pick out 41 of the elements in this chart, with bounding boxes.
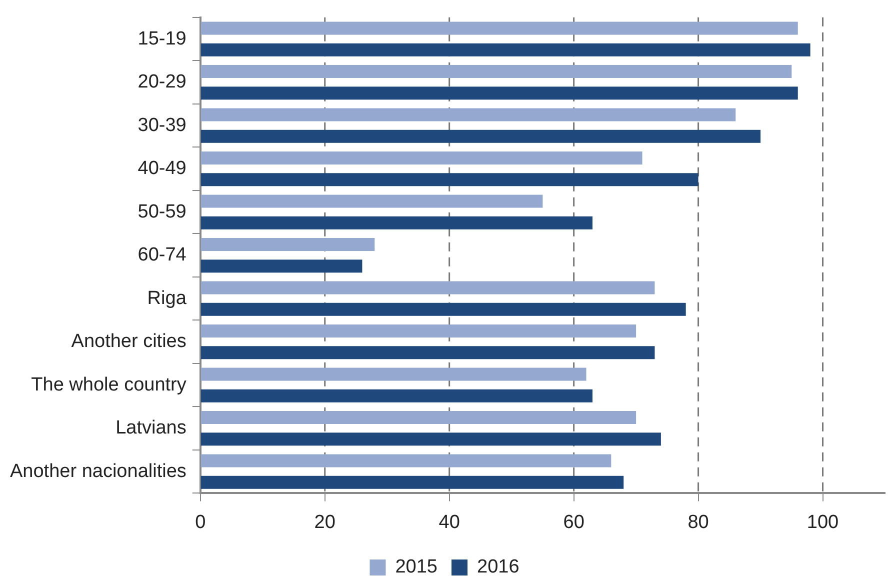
bar [200,194,543,208]
bar [200,368,586,381]
legend-label: 2015 [395,556,438,578]
bar [200,173,698,186]
x-tick-label: 60 [563,512,584,533]
y-tick-label: Another cities [71,331,186,352]
bar [200,389,592,402]
legend-label: 2016 [477,556,520,578]
y-tick-label: The whole country [31,374,187,396]
y-tick-label: 60-74 [138,244,187,266]
bar [200,108,736,122]
bar [200,238,375,251]
bar [200,64,792,78]
bar [200,281,655,294]
y-tick-label: 15-19 [138,28,186,50]
x-tick-label: 20 [314,512,336,533]
bar [200,43,810,56]
x-tick-label: 100 [806,512,839,533]
x-tick-label: 80 [688,512,709,533]
bar [200,151,642,164]
bar [200,346,655,360]
y-tick-label: Latvians [116,418,186,439]
y-tick-label: 50-59 [138,201,186,222]
bar [200,324,636,338]
bar [200,411,636,424]
bar [200,216,592,230]
bar [200,432,661,446]
bar [200,22,798,35]
y-tick-label: Riga [147,288,187,309]
bar [200,260,362,273]
bar [200,130,761,143]
y-tick-label: Another nacionalities [10,460,186,482]
bar [200,302,686,316]
x-tick-label: 0 [195,512,206,533]
y-tick-label: 20-29 [138,72,186,93]
x-tick-label: 40 [438,512,460,533]
bar [200,454,612,468]
bar [200,476,624,489]
y-tick-label: 30-39 [138,114,186,136]
y-tick-label: 40-49 [138,158,186,180]
bar [200,86,798,100]
